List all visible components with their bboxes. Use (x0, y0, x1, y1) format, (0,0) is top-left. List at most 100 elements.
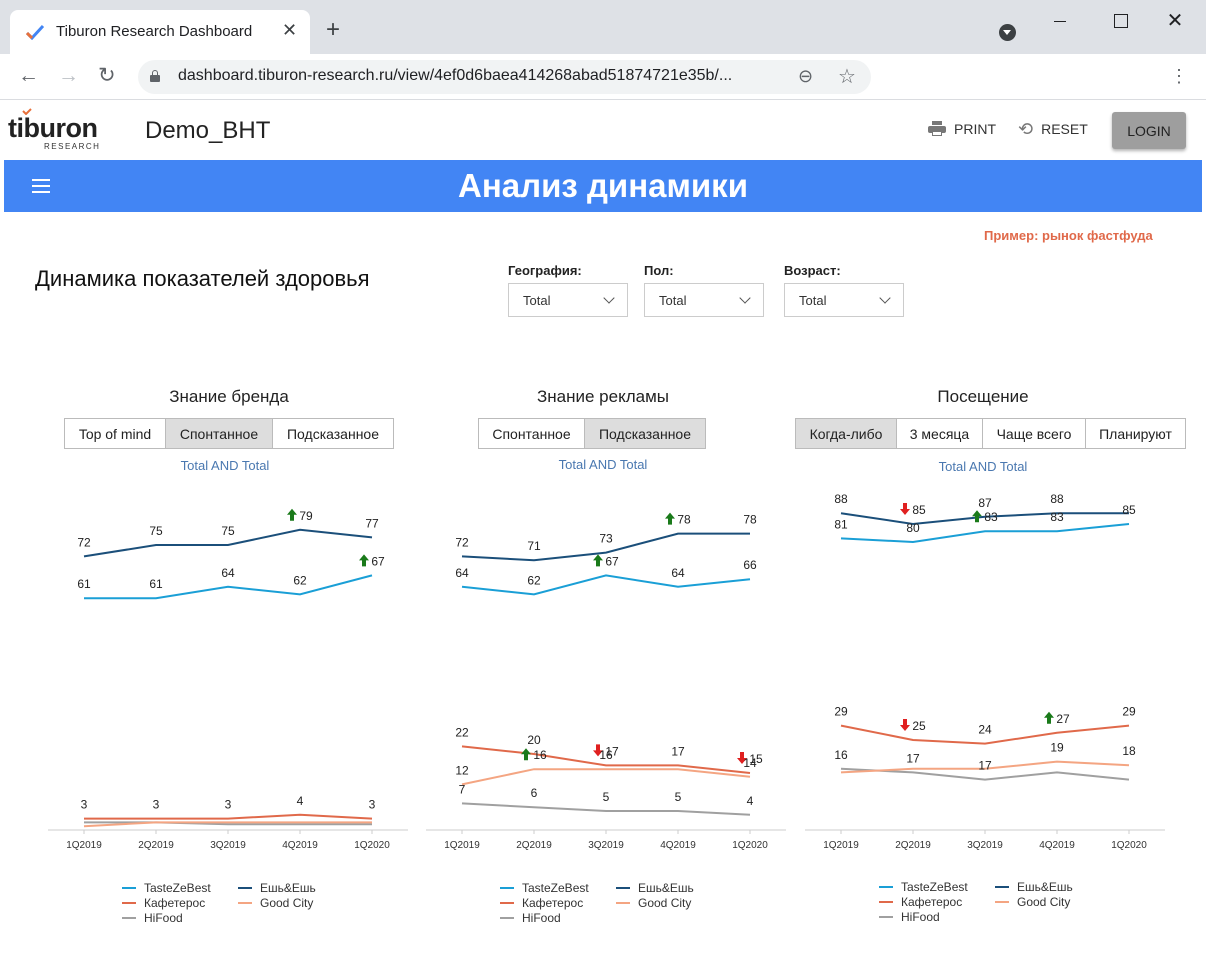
legend-item[interactable]: Ешь&Ешь (238, 880, 354, 895)
data-label: 79 (299, 509, 313, 523)
legend-label: Кафетерос (522, 895, 584, 910)
legend-item[interactable]: Good City (995, 894, 1111, 909)
reload-icon[interactable]: ↻ (98, 64, 116, 87)
legend-item[interactable]: TasteZeBest (122, 880, 238, 895)
data-label: 16 (599, 748, 613, 762)
btn-planning[interactable]: Планируют (1085, 418, 1186, 449)
legend-item[interactable]: Кафетерос (500, 895, 616, 910)
legend-row: Кафетерос Good City (500, 895, 732, 910)
data-label: 64 (221, 566, 235, 580)
btn-ever[interactable]: Когда-либо (795, 418, 897, 449)
data-label: 67 (605, 554, 619, 568)
new-tab-icon[interactable]: + (326, 16, 341, 43)
legend-swatch (500, 916, 514, 919)
arrow-down-icon (900, 503, 910, 515)
data-label: 19 (1050, 741, 1064, 755)
profile-menu-icon[interactable] (999, 24, 1016, 41)
x-tick-label: 2Q2019 (516, 840, 552, 851)
url-text[interactable]: dashboard.tiburon-research.ru/view/4ef0d… (178, 67, 733, 84)
legend-row: Кафетерос Good City (879, 894, 1111, 909)
minimize-window-icon[interactable] (1046, 10, 1076, 34)
legend-swatch (616, 886, 630, 889)
forward-arrow-icon[interactable]: → (58, 64, 79, 87)
logo-tick-icon (22, 108, 32, 115)
data-label: 6 (531, 786, 538, 800)
maximize-window-icon[interactable] (1106, 10, 1136, 34)
visits-toggle: Когда-либо 3 месяца Чаще всего Планируют (795, 418, 1186, 449)
legend-item[interactable]: Кафетерос (879, 894, 995, 909)
data-label: 12 (455, 763, 469, 777)
x-tick-label: 2Q2019 (895, 840, 931, 851)
hamburger-menu-icon[interactable] (32, 179, 50, 193)
series-line-Good City (83, 821, 372, 828)
legend-item[interactable]: Ешь&Ешь (616, 880, 732, 895)
age-select[interactable]: Total (784, 283, 904, 317)
legend-item[interactable]: Ешь&Ешь (995, 879, 1111, 894)
bookmark-star-icon[interactable]: ☆ (838, 66, 856, 88)
legend-item[interactable]: TasteZeBest (500, 880, 616, 895)
tiburon-logo[interactable]: tiburon RESEARCH (8, 108, 108, 153)
btn-top-of-mind[interactable]: Top of mind (64, 418, 166, 449)
banner-title: Анализ динамики (458, 167, 748, 204)
print-button[interactable]: PRINT (928, 121, 996, 137)
data-label: 71 (527, 539, 541, 553)
legend-swatch (122, 916, 136, 919)
x-tick-label: 3Q2019 (967, 840, 1003, 851)
gender-select[interactable]: Total (644, 283, 764, 317)
legend-item[interactable]: TasteZeBest (879, 879, 995, 894)
address-bar[interactable]: dashboard.tiburon-research.ru/view/4ef0d… (138, 60, 871, 94)
arrow-up-icon (287, 508, 297, 521)
btn-3-months[interactable]: 3 месяца (896, 418, 983, 449)
legend-label: HiFood (144, 910, 183, 925)
legend-label: TasteZeBest (901, 879, 968, 894)
btn-prompted[interactable]: Подсказанное (272, 418, 394, 449)
ad-awareness-chart: 1Q2019 2Q2019 3Q2019 4Q2019 1Q20206462676466… (426, 512, 786, 851)
btn-prompted[interactable]: Подсказанное (584, 418, 706, 449)
legend-item[interactable]: Good City (616, 895, 732, 910)
arrow-up-icon (521, 748, 531, 761)
data-label: 14 (743, 756, 757, 770)
legend: TasteZeBest Ешь&Ешь Кафетерос Good City HiFo… (879, 879, 1111, 924)
x-tick-label: 2Q2019 (138, 840, 174, 851)
data-label: 16 (533, 748, 547, 762)
brand-awareness-toggle: Top of mind Спонтанное Подсказанное (64, 418, 394, 449)
btn-spontaneous[interactable]: Спонтанное (478, 418, 585, 449)
browser-menu-icon[interactable]: ⋮ (1170, 66, 1188, 86)
example-note: Пример: рынок фастфуда (984, 228, 1153, 243)
data-label: 7 (459, 782, 466, 796)
data-label: 87 (978, 496, 992, 510)
legend-row: HiFood (500, 910, 732, 925)
filter-gender: Пол: Total (644, 263, 764, 317)
legend-swatch (500, 901, 514, 904)
reset-button[interactable]: ⟲ RESET (1018, 120, 1088, 138)
legend-item[interactable]: HiFood (500, 910, 616, 925)
data-label: 17 (978, 759, 992, 773)
data-label: 25 (912, 719, 926, 733)
series-line-HiFood (840, 767, 1130, 781)
back-arrow-icon[interactable]: ← (18, 64, 39, 87)
legend-item[interactable]: HiFood (879, 909, 995, 924)
data-label: 61 (149, 577, 163, 591)
legend-item[interactable]: HiFood (122, 910, 238, 925)
legend-label: Good City (260, 895, 314, 910)
zoom-icon[interactable]: ⊖ (798, 66, 814, 86)
legend-swatch (122, 901, 136, 904)
legend-swatch (879, 900, 893, 903)
geography-select[interactable]: Total (508, 283, 628, 317)
browser-tab[interactable]: Tiburon Research Dashboard ✕ (10, 10, 310, 54)
btn-most-often[interactable]: Чаще всего (982, 418, 1086, 449)
legend-swatch (500, 886, 514, 889)
legend-item[interactable]: Кафетерос (122, 895, 238, 910)
arrow-up-icon (359, 554, 369, 567)
legend-label: HiFood (901, 909, 940, 924)
login-button[interactable]: LOGIN (1112, 112, 1186, 149)
data-label: 29 (834, 705, 848, 719)
select-value: Total (799, 292, 827, 308)
x-tick-label: 1Q2019 (444, 840, 480, 851)
btn-spontaneous[interactable]: Спонтанное (165, 418, 273, 449)
data-label: 88 (834, 492, 848, 506)
tab-close-icon[interactable]: ✕ (282, 20, 298, 40)
legend-item[interactable]: Good City (238, 895, 354, 910)
close-window-icon[interactable]: ✕ (1166, 10, 1184, 32)
legend-swatch (238, 901, 252, 904)
